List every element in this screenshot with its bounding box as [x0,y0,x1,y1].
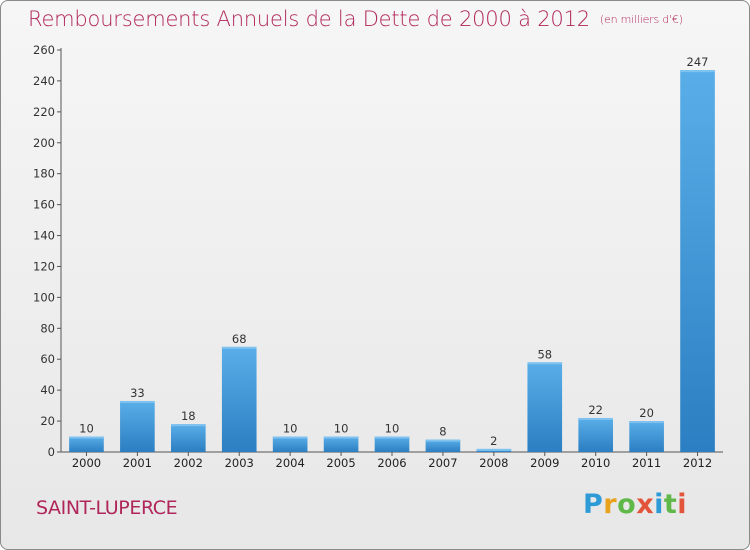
y-tick-label: 160 [33,198,55,212]
bar-value-label: 20 [639,406,654,420]
bar [69,436,104,452]
bar-highlight [578,417,614,420]
x-tick-label: 2009 [530,456,559,470]
bar-highlight [323,436,359,439]
logo-letter: i [654,489,664,520]
bar-value-label: 58 [537,347,552,361]
chart-title-main: Remboursements Annuels de la Dette de 20… [28,7,590,31]
bar-value-label: 10 [385,422,400,436]
y-tick-label: 220 [33,105,55,119]
y-tick-label: 120 [33,259,55,273]
bar-value-label: 68 [232,332,247,346]
chart-title: Remboursements Annuels de la Dette de 20… [28,7,683,31]
bar [629,421,664,452]
x-tick-label: 2000 [72,456,101,470]
y-tick-label: 100 [33,290,55,304]
y-tick-label: 20 [40,414,55,428]
logo-letter: i [677,489,688,520]
y-tick-label: 0 [48,445,55,459]
y-tick-label: 180 [33,167,55,181]
logo-letter: o [617,489,637,520]
y-tick-label: 60 [40,352,55,366]
bar-highlight [170,424,206,427]
bar [170,424,206,452]
x-tick-label: 2003 [225,456,254,470]
bar-highlight [629,421,664,424]
chart-bars: 10 33 18 68 10 10 10 8 2 58 22 20 247 [69,55,715,452]
bar-highlight [120,400,155,403]
x-tick-label: 2004 [276,456,305,470]
bar-value-label: 18 [181,409,196,423]
bar-highlight [272,436,308,439]
bar-value-label: 2 [490,434,497,448]
y-tick-label: 200 [33,136,55,150]
x-tick-label: 2001 [123,456,152,470]
bar [578,417,614,452]
chart-title-unit: (en milliers d'€) [599,13,683,26]
bar [374,436,410,452]
bar-highlight [221,346,257,349]
bar-highlight [527,362,563,365]
logo-letter: t [663,489,678,520]
bar-highlight [476,448,512,451]
bar [272,436,308,452]
bar-value-label: 8 [439,425,446,439]
bar [120,400,155,452]
bar [680,70,715,452]
y-tick-label: 40 [40,383,55,397]
bar-value-label: 247 [687,55,709,69]
bar-value-label: 22 [588,403,603,417]
bar-highlight [374,436,410,439]
bar-value-label: 10 [79,422,94,436]
y-tick-label: 80 [40,321,55,335]
commune-name: SAINT-LUPERCE [36,497,178,519]
x-tick-label: 2007 [428,456,457,470]
bar-value-label: 10 [334,422,349,436]
x-tick-label: 2002 [174,456,203,470]
bar-highlight [680,70,715,73]
x-tick-label: 2012 [683,456,712,470]
bar-value-label: 10 [283,422,298,436]
logo-letter: P [583,489,604,520]
logo-letter: x [636,489,655,520]
bar [221,346,257,452]
bar [527,362,563,452]
bar-highlight [69,436,104,439]
y-tick-label: 260 [33,43,55,57]
x-tick-label: 2008 [479,456,508,470]
chart-axes: 0204060801001201401601802002202402602000… [33,43,723,470]
x-tick-label: 2010 [581,456,610,470]
x-tick-label: 2005 [326,456,355,470]
y-tick-label: 240 [33,74,55,88]
bar [425,439,461,452]
bar [323,436,359,452]
bar-highlight [425,439,461,442]
y-tick-label: 140 [33,229,55,243]
bar-value-label: 33 [130,386,145,400]
logo-letter: r [603,489,618,520]
x-tick-label: 2006 [377,456,406,470]
proxiti-logo[interactable]: Proxiti [583,489,687,520]
x-tick-label: 2011 [632,456,661,470]
